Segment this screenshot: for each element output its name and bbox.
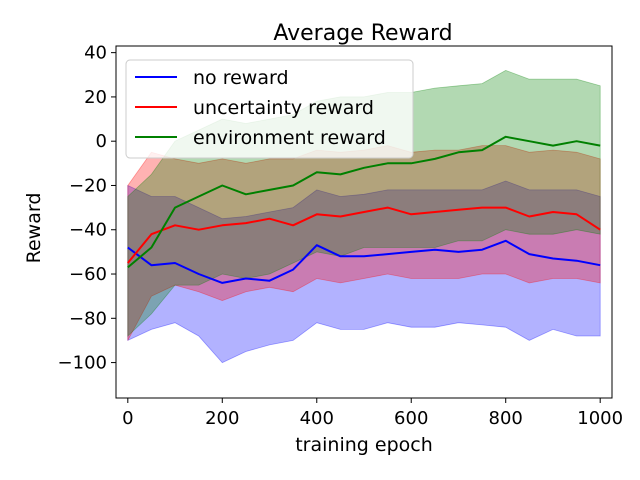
y-tick-label: −60: [69, 264, 107, 285]
x-axis-ticks: 0 200 400 600 800 1000: [122, 398, 623, 429]
legend-box: [125, 59, 414, 159]
y-tick-label: −100: [58, 353, 107, 374]
legend-label-0: no reward: [193, 67, 289, 89]
plot-frame: [115, 45, 613, 399]
x-tick-label: 200: [205, 408, 239, 429]
band-0: [127, 180, 601, 364]
y-axis-label: Reward: [23, 193, 45, 264]
y-tick-label: 40: [84, 43, 107, 64]
mean-lines: [127, 135, 601, 284]
y-tick-label: −20: [69, 175, 107, 196]
x-axis-label: training epoch: [295, 434, 433, 456]
y-tick-label: 0: [96, 131, 107, 152]
legend-items: no reward uncertainty reward environment r…: [135, 67, 386, 149]
series-line-0: [127, 239, 601, 284]
x-tick-label: 800: [489, 408, 523, 429]
legend: no reward uncertainty reward environment r…: [125, 59, 414, 159]
y-axis-ticks: −100 −80 −60 −40 −20 0 20 40: [58, 43, 116, 374]
x-tick-label: 600: [394, 408, 428, 429]
y-tick-label: −80: [69, 308, 107, 329]
x-tick-label: 400: [300, 408, 334, 429]
chart-title: Average Reward: [273, 21, 452, 46]
legend-label-1: uncertainty reward: [193, 97, 374, 119]
y-tick-label: −40: [69, 220, 107, 241]
x-tick-label: 1000: [577, 408, 623, 429]
y-tick-label: 20: [84, 87, 107, 108]
series-line-2: [127, 135, 601, 269]
series-line-1: [127, 206, 601, 264]
x-tick-label: 0: [122, 408, 133, 429]
legend-label-2: environment reward: [193, 127, 386, 149]
